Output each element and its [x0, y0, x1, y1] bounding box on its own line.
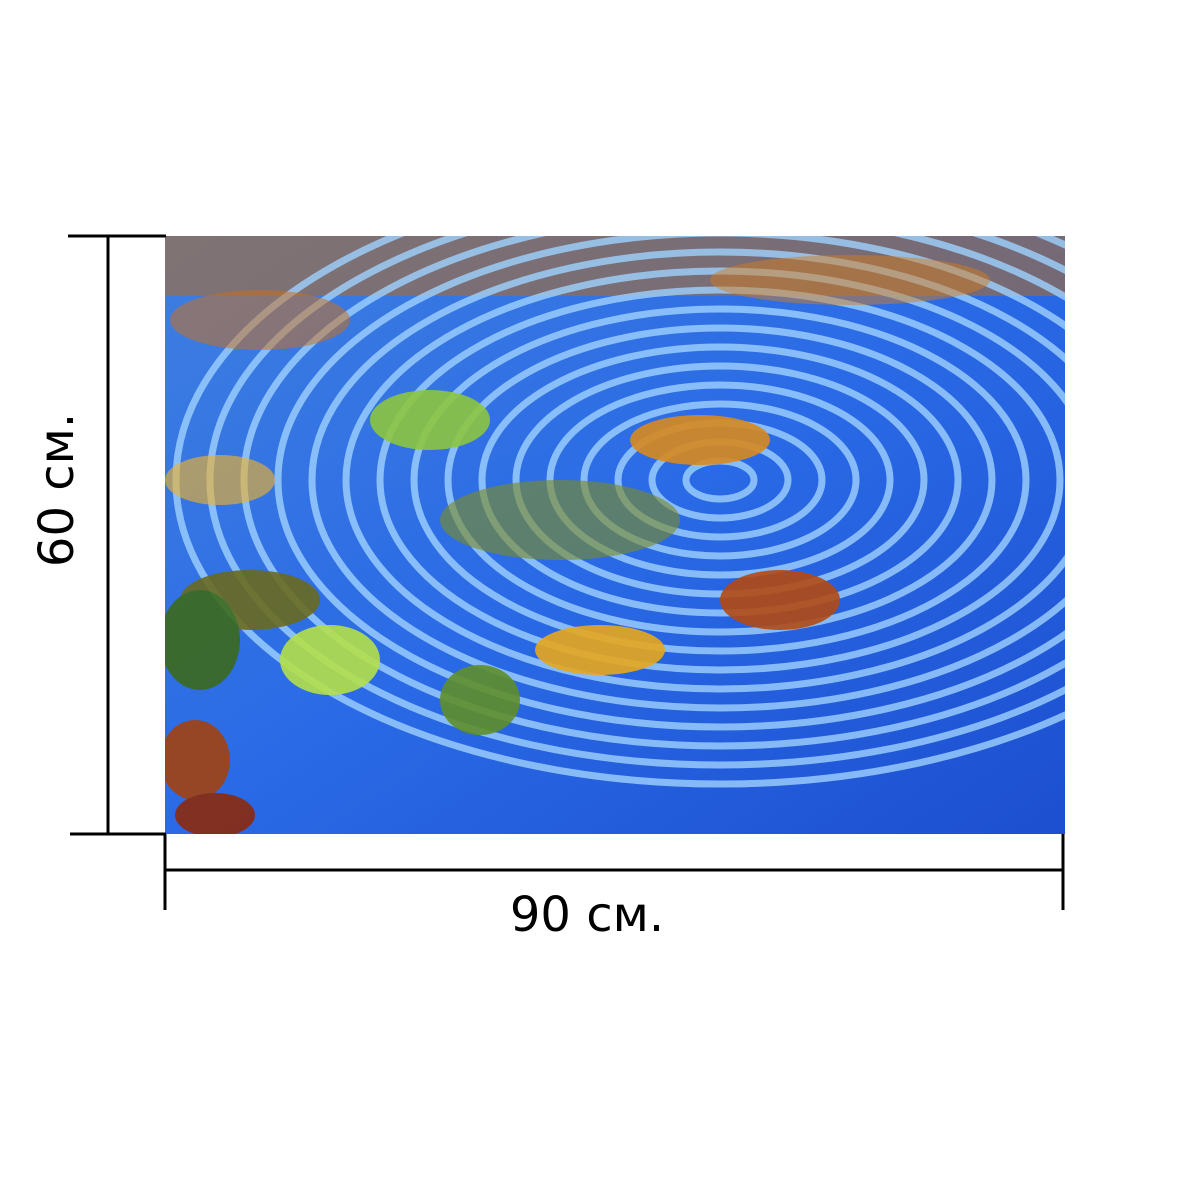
ripple	[308, 248, 1065, 712]
ripple	[478, 343, 962, 617]
height-label: 60 см.	[29, 413, 85, 567]
ripple	[444, 324, 996, 636]
ripple	[342, 267, 1065, 693]
ripple	[580, 400, 860, 560]
ripple	[546, 381, 894, 579]
ripple	[274, 236, 1065, 731]
ripple	[410, 305, 1030, 655]
ripple	[512, 362, 928, 598]
photo	[165, 236, 1065, 834]
width-label: 90 см.	[510, 887, 664, 943]
ripple	[376, 286, 1064, 674]
